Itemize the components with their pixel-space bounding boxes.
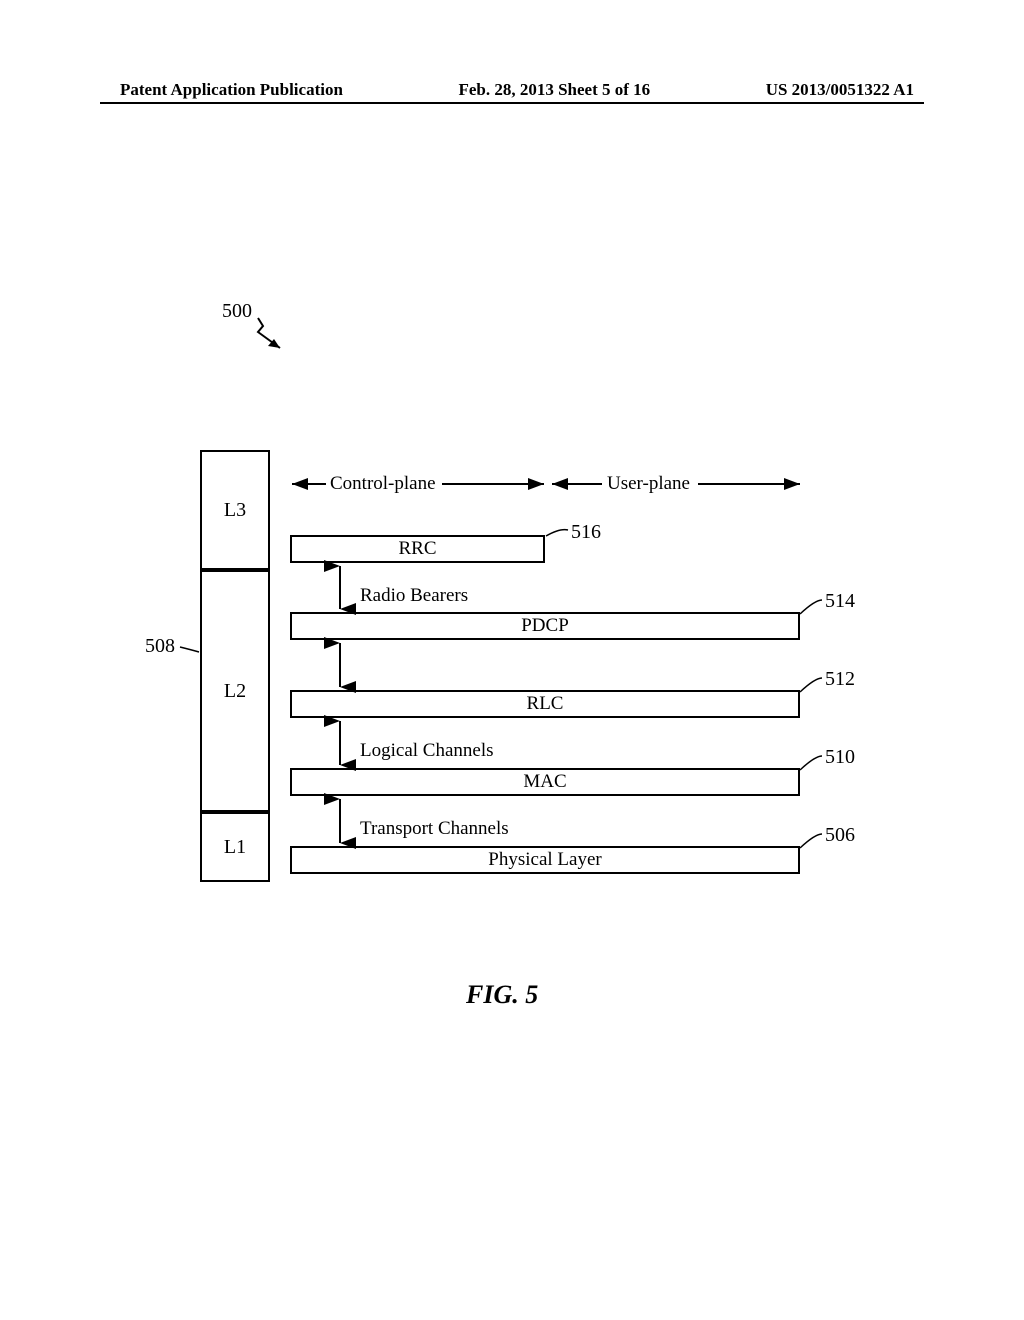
ref-516: 516: [571, 521, 601, 544]
leader-508: [180, 647, 199, 652]
layer-l3-label: L3: [224, 499, 246, 522]
user-plane-label: User-plane: [607, 473, 690, 495]
diagram-overlay: [0, 0, 1024, 1320]
mac-label: MAC: [523, 771, 566, 792]
leader-514: [800, 600, 822, 614]
ref-500: 500: [222, 300, 252, 323]
rrc-label: RRC: [398, 538, 436, 559]
header-right: US 2013/0051322 A1: [766, 80, 914, 100]
pdcp-label: PDCP: [521, 615, 569, 636]
layer-l1-box: L1: [200, 812, 270, 882]
layer-l1-label: L1: [224, 836, 246, 859]
rrc-bar: RRC: [290, 535, 545, 563]
leader-506: [800, 834, 822, 848]
radio-bearers-label: Radio Bearers: [360, 585, 468, 607]
phy-label: Physical Layer: [488, 849, 601, 870]
layer-l2-label: L2: [224, 680, 246, 703]
rlc-label: RLC: [527, 693, 564, 714]
ref-514: 514: [825, 590, 855, 613]
page-header: Patent Application Publication Feb. 28, …: [0, 80, 1024, 100]
mac-bar: MAC: [290, 768, 800, 796]
ref-512: 512: [825, 668, 855, 691]
ref-506: 506: [825, 824, 855, 847]
phy-bar: Physical Layer: [290, 846, 800, 874]
header-rule: [100, 102, 924, 104]
pdcp-bar: PDCP: [290, 612, 800, 640]
ref-510: 510: [825, 746, 855, 769]
layer-l3-box: L3: [200, 450, 270, 570]
ref-508: 508: [145, 635, 175, 658]
layer-l2-box: L2: [200, 570, 270, 812]
header-center: Feb. 28, 2013 Sheet 5 of 16: [458, 80, 650, 100]
transport-channels-label: Transport Channels: [360, 818, 509, 840]
figure-caption: FIG. 5: [466, 980, 538, 1010]
logical-channels-label: Logical Channels: [360, 740, 494, 762]
leader-512: [800, 678, 822, 692]
ref-500-arrow: [258, 318, 280, 348]
leader-510: [800, 756, 822, 770]
leader-516: [546, 530, 568, 536]
rlc-bar: RLC: [290, 690, 800, 718]
control-plane-label: Control-plane: [330, 473, 436, 495]
header-left: Patent Application Publication: [120, 80, 343, 100]
